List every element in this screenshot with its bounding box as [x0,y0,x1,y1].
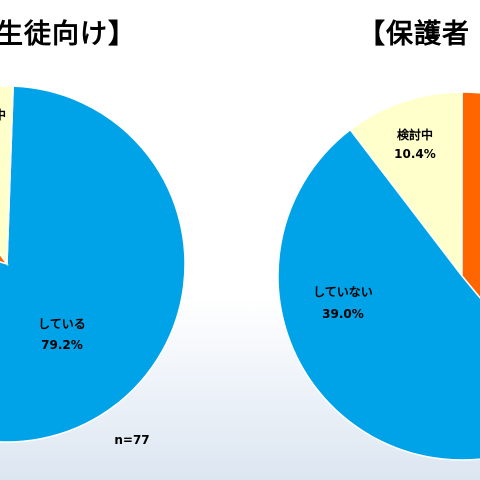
parents-slice-2 [277,128,480,461]
slice-label-students-kentouchuu: 中 [0,107,6,122]
parents-slice-1 [461,91,480,299]
pie-chart-students [0,85,186,443]
slice-value-parents-kentouchuu: 10.4% [394,147,436,161]
students-slice-2 [0,85,14,267]
chart-title-parents: 【保護者 [358,19,470,50]
sample-size-label: n=77 [114,433,149,447]
pie-labels: している 79.2% 中 n=77 検討中 10.4% していない 39.0% [0,107,436,447]
slice-value-parents-shiteinai: 39.0% [322,307,364,321]
slice-label-students-shiteiru: している [38,317,86,331]
parents-slice-0 [349,91,463,279]
slice-label-parents-shiteinai: していない [313,285,373,299]
slice-value-students-shiteiru: 79.2% [41,338,83,352]
pie-chart-parents [277,91,480,461]
slice-label-parents-kentouchuu: 検討中 [397,127,433,142]
chart-title-students: 生徒向け】 [0,19,136,50]
students-slice-0 [0,85,186,443]
